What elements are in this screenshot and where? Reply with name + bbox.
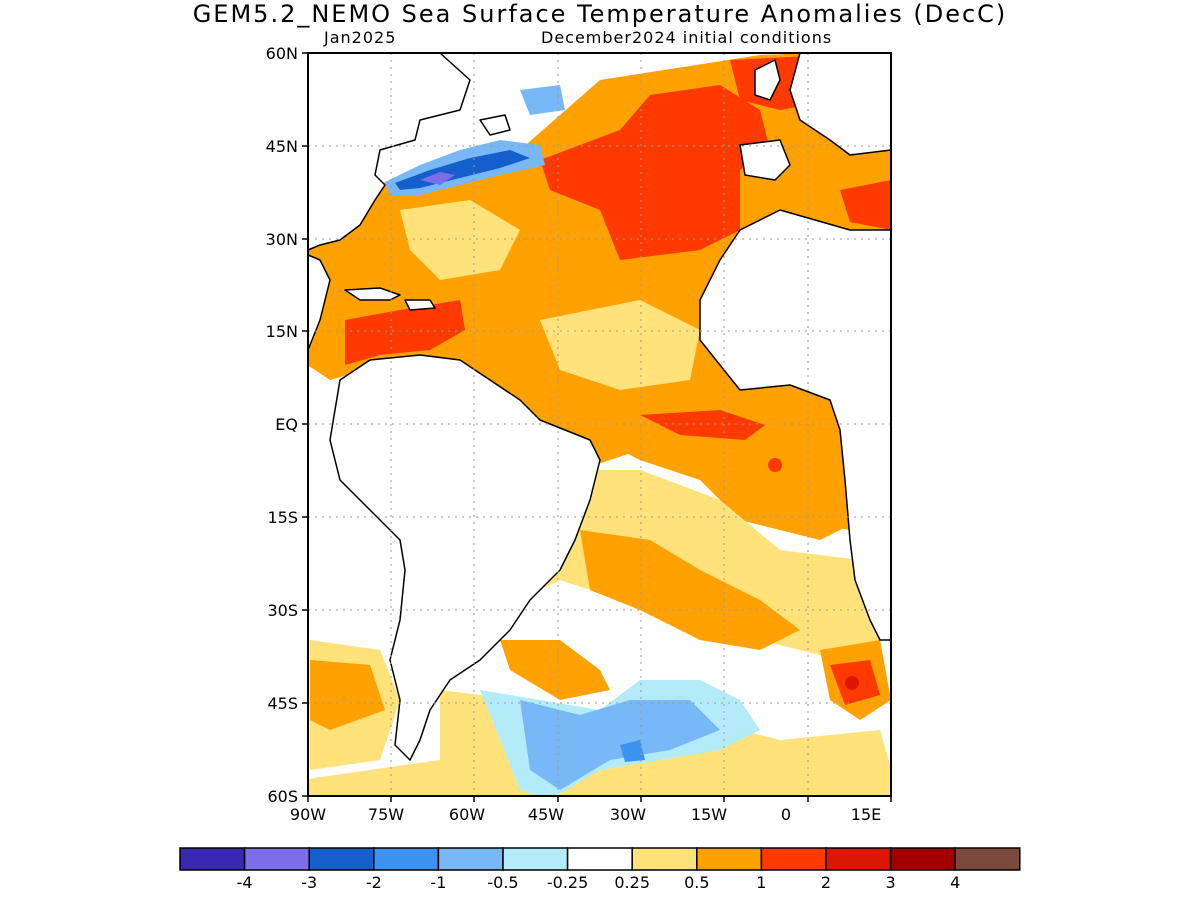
colorbar-label: 4: [950, 873, 960, 892]
colorbar-swatch: [243, 847, 310, 871]
colorbar-label: -3: [301, 873, 317, 892]
lat-label: 60N: [266, 44, 298, 63]
colorbar-swatch: [954, 847, 1021, 871]
lat-label: EQ: [275, 415, 298, 434]
colorbar-swatch: [308, 847, 375, 871]
forecast-month: Jan2025: [324, 28, 397, 47]
lon-label: 15E: [851, 805, 881, 824]
land-masses: [307, 52, 892, 761]
lat-label: 30N: [266, 230, 298, 249]
colorbar-swatch: [696, 847, 763, 871]
colorbar-swatch: [566, 847, 633, 871]
colorbar-swatch: [437, 847, 504, 871]
colorbar-label: -4: [237, 873, 253, 892]
lat-label: 30S: [267, 601, 298, 620]
graticule: [308, 53, 891, 796]
colorbar-label: -0.5: [487, 873, 518, 892]
lon-label: 15W: [691, 805, 727, 824]
colorbar-label: -1: [430, 873, 446, 892]
lon-label: 60W: [449, 805, 485, 824]
colorbar-label: 0.25: [614, 873, 650, 892]
lon-axis-labels: 90W 75W 60W 45W 30W 15W 0 15E: [290, 805, 881, 824]
colorbar-swatch: [825, 847, 892, 871]
lat-label: 60S: [267, 787, 298, 806]
colorbar-label: 3: [886, 873, 896, 892]
colorbar: [179, 847, 1021, 871]
lon-label: 90W: [290, 805, 326, 824]
lon-label: 0: [781, 805, 791, 824]
colorbar-swatch: [889, 847, 956, 871]
lat-label: 45S: [267, 694, 298, 713]
colorbar-label: 1: [756, 873, 766, 892]
tick-marks: [302, 52, 892, 802]
colorbar-swatch: [373, 847, 440, 871]
lat-label: 45N: [266, 137, 298, 156]
colorbar-labels: -4 -3 -2 -1 -0.5 -0.25 0.25 0.5 1 2 3 4: [237, 873, 961, 892]
colorbar-swatch: [631, 847, 698, 871]
colorbar-swatch: [760, 847, 827, 871]
colorbar-swatch: [179, 847, 246, 871]
colorbar-label: -0.25: [547, 873, 588, 892]
lon-label: 75W: [368, 805, 404, 824]
lat-axis-labels: 60N 45N 30N 15N EQ 15S 30S 45S 60S: [266, 44, 298, 806]
colorbar-label: 2: [821, 873, 831, 892]
colorbar-swatch: [502, 847, 569, 871]
lon-label: 30W: [610, 805, 646, 824]
colorbar-label: 0.5: [684, 873, 709, 892]
lat-label: 15S: [267, 508, 298, 527]
map-title: GEM5.2_NEMO Sea Surface Temperature Anom…: [192, 0, 1008, 28]
lat-label: 15N: [266, 322, 298, 341]
colorbar-label: -2: [366, 873, 382, 892]
initial-conditions-label: December2024 initial conditions: [541, 28, 833, 47]
lon-label: 45W: [528, 805, 564, 824]
